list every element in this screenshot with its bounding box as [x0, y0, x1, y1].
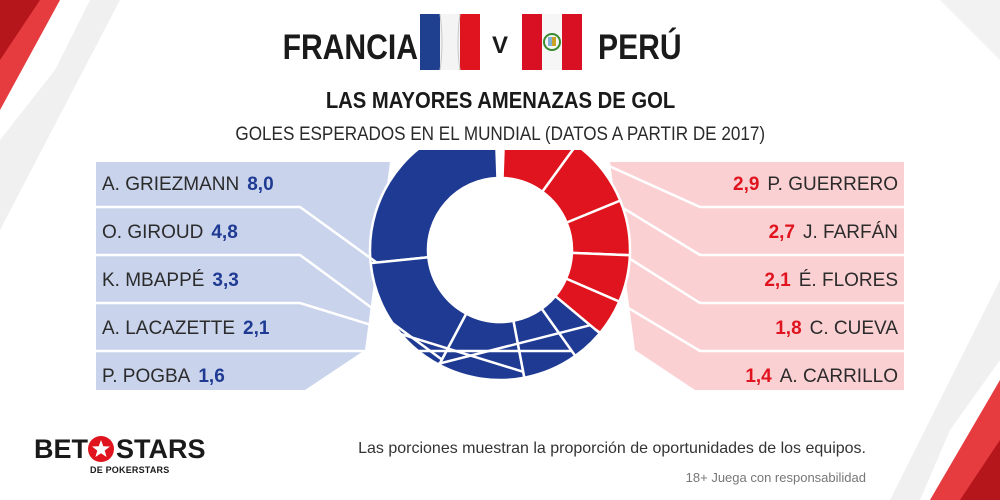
- player-label-p-guerrero: 2,9 P. GUERRERO: [733, 165, 898, 205]
- player-label-k-mbappe: K. MBAPPÉ 3,3: [102, 261, 239, 301]
- player-name-o-giroud: O. GIROUD: [102, 222, 204, 243]
- player-name-a-lacazette: A. LACAZETTE: [102, 318, 236, 339]
- player-name-c-cueva: C. CUEVA: [809, 318, 898, 339]
- player-name-a-carrillo: A. CARRILLO: [779, 366, 898, 387]
- logo-stars-text: STARS: [116, 434, 206, 464]
- chart-footnote: Las porciones muestran la proporción de …: [358, 440, 866, 457]
- chart-svg: [96, 114, 904, 401]
- peru-label-panel: [610, 162, 904, 390]
- row-divider-a-carrillo: [594, 328, 904, 401]
- row-divider-e-flores: [623, 253, 904, 305]
- player-value-a-carrillo: 1,4: [745, 366, 772, 387]
- slice-a-carrillo: [553, 276, 621, 336]
- player-value-c-cueva: 1,8: [775, 318, 802, 339]
- player-name-e-flores: É. FLORES: [798, 270, 898, 291]
- logo-subtext: DE POKERSTARS: [90, 465, 170, 475]
- team-left-title: FRANCIA: [282, 28, 418, 67]
- chart-title: LAS MAYORES AMENAZAS DE GOL: [0, 87, 1000, 114]
- france-flag-icon: [420, 13, 480, 71]
- player-label-c-cueva: 1,8 C. CUEVA: [775, 309, 898, 349]
- row-divider-o-giroud: [96, 253, 443, 361]
- player-label-e-flores: 2,1 É. FLORES: [764, 261, 898, 301]
- player-value-k-mbappe: 3,3: [212, 270, 239, 291]
- player-label-j-farfan: 2,7 J. FARFÁN: [769, 213, 898, 253]
- player-value-p-pogba: 1,6: [198, 366, 225, 387]
- player-name-p-guerrero: P. GUERRERO: [767, 174, 898, 195]
- row-divider-j-farfan: [614, 201, 904, 257]
- chart-title-text: LAS MAYORES AMENAZAS DE GOL: [325, 87, 675, 113]
- player-value-a-griezmann: 8,0: [247, 174, 274, 195]
- player-value-p-guerrero: 2,9: [733, 174, 760, 195]
- responsible-gaming-disclaimer: 18+ Juega con responsabilidad: [685, 470, 866, 485]
- player-label-a-griezmann: A. GRIEZMANN 8,0: [102, 165, 274, 205]
- expected-goals-chart: A. GRIEZMANN 8,0 O. GIROUD 4,8 K. MBAPPÉ 3,3 A…: [0, 114, 1000, 410]
- row-divider-p-pogba: [96, 321, 601, 401]
- player-label-o-giroud: O. GIROUD 4,8: [102, 213, 238, 253]
- star-logo-icon: [88, 436, 114, 462]
- betstars-logo: BET STARS DE POKERSTARS: [34, 434, 234, 490]
- player-name-j-farfan: J. FARFÁN: [802, 222, 898, 243]
- row-divider-a-griezmann: [96, 205, 378, 264]
- chart-subtitle: GOLES ESPERADOS EN EL MUNDIAL (DATOS A P…: [0, 124, 1000, 146]
- row-divider-p-guerrero: [572, 148, 904, 209]
- row-divider-c-cueva: [613, 298, 904, 353]
- player-value-e-flores: 2,1: [764, 270, 791, 291]
- player-name-k-mbappe: K. MBAPPÉ: [102, 270, 205, 291]
- row-divider-k-mbappe: [96, 301, 524, 374]
- logo-bet-text: BET: [34, 434, 88, 464]
- chart-subtitle-text: GOLES ESPERADOS EN EL MUNDIAL (DATOS A P…: [235, 124, 765, 145]
- player-name-a-griezmann: A. GRIEZMANN: [102, 174, 240, 195]
- versus-label: V: [491, 32, 508, 59]
- team-right-title: PERÚ: [598, 28, 682, 67]
- player-value-o-giroud: 4,8: [211, 222, 238, 243]
- player-label-a-carrillo: 1,4 A. CARRILLO: [745, 357, 898, 397]
- player-label-a-lacazette: A. LACAZETTE 2,1: [102, 309, 269, 349]
- player-value-a-lacazette: 2,1: [243, 318, 270, 339]
- donut-center: [429, 179, 571, 321]
- player-name-p-pogba: P. POGBA: [102, 366, 191, 387]
- player-label-p-pogba: P. POGBA 1,6: [102, 357, 225, 397]
- peru-flag-icon: [522, 14, 582, 70]
- player-value-j-farfan: 2,7: [768, 222, 795, 243]
